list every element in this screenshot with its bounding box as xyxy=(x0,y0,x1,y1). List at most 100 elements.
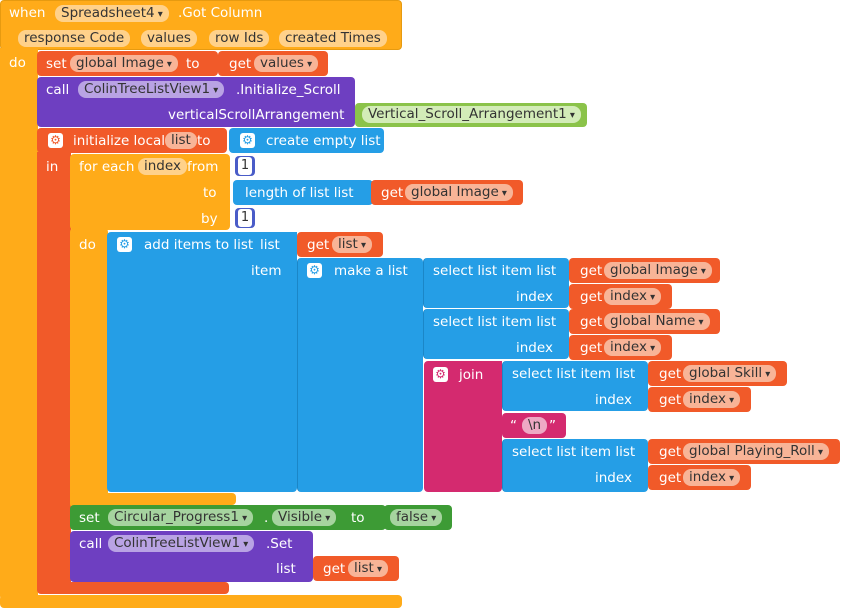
global-image-dropdown[interactable]: global Image xyxy=(604,262,712,279)
global-name-dropdown[interactable]: global Name xyxy=(604,313,710,330)
listview-component-dropdown[interactable]: ColinTreeListView1 xyxy=(108,535,255,552)
make-list-gear-icon[interactable]: ⚙ xyxy=(307,263,322,278)
param-created-times[interactable]: created Times xyxy=(279,30,387,47)
get-label: get xyxy=(580,314,603,330)
index-label: index xyxy=(595,470,632,486)
call-label: call xyxy=(79,536,103,552)
get-label: get xyxy=(307,237,330,253)
set-label: set xyxy=(79,510,100,526)
global-playing-roll-dropdown[interactable]: global Playing_Roll xyxy=(683,443,829,460)
list-var-dropdown[interactable]: list xyxy=(348,560,389,577)
event-do-label: do xyxy=(9,55,26,71)
param-values[interactable]: values xyxy=(141,30,197,47)
by-number[interactable]: 1 xyxy=(238,209,252,227)
get-label: get xyxy=(659,470,682,486)
global-image-dropdown[interactable]: global Image xyxy=(405,184,513,201)
for-to-label: to xyxy=(203,185,217,201)
set-method-label: .Set xyxy=(266,536,293,552)
select-list-item-block[interactable] xyxy=(423,258,569,308)
by-label: by xyxy=(201,211,218,227)
join-label: join xyxy=(459,367,484,383)
in-label: in xyxy=(46,159,59,175)
index-var-dropdown[interactable]: index xyxy=(604,288,662,305)
from-number[interactable]: 1 xyxy=(238,157,252,175)
false-dropdown[interactable]: false xyxy=(390,509,443,526)
local-list-name-field[interactable]: list xyxy=(165,132,197,149)
from-label: from xyxy=(187,159,219,175)
visible-property-dropdown[interactable]: Visible xyxy=(272,509,337,526)
select-list-item-block[interactable] xyxy=(502,439,648,492)
values-var-dropdown[interactable]: values xyxy=(254,55,319,72)
join-block[interactable] xyxy=(424,361,502,492)
get-label: get xyxy=(659,444,682,460)
get-label: get xyxy=(659,392,682,408)
circular-progress-dropdown[interactable]: Circular_Progress1 xyxy=(108,509,254,526)
add-items-to-list-block[interactable] xyxy=(107,232,297,492)
select-list-item-label: select list item list xyxy=(512,366,636,382)
get-label: get xyxy=(659,366,682,382)
event-name-label: .Got Column xyxy=(178,5,263,21)
param-response-code[interactable]: response Code xyxy=(18,30,131,47)
set-label: set xyxy=(46,56,67,72)
spreadsheet-component-dropdown[interactable]: Spreadsheet4 xyxy=(55,5,169,22)
to-label: to xyxy=(186,56,200,72)
create-list-gear-icon[interactable]: ⚙ xyxy=(240,133,255,148)
close-quote: ” xyxy=(549,418,556,434)
select-list-item-label: select list item list xyxy=(512,444,636,460)
make-a-list-block[interactable] xyxy=(297,258,423,492)
initialize-local-body xyxy=(37,152,71,590)
index-label: index xyxy=(516,289,553,305)
param-row-ids[interactable]: row Ids xyxy=(209,30,270,47)
get-label: get xyxy=(323,561,346,577)
create-empty-list-label: create empty list xyxy=(266,133,381,149)
get-label: get xyxy=(580,263,603,279)
join-gear-icon[interactable]: ⚙ xyxy=(433,367,448,382)
length-of-list-block[interactable] xyxy=(233,180,373,205)
index-label: index xyxy=(516,340,553,356)
for-do-label: do xyxy=(79,237,96,253)
event-bottom-bar xyxy=(0,595,402,608)
for-each-label: for each xyxy=(79,159,135,175)
global-skill-dropdown[interactable]: global Skill xyxy=(683,365,777,382)
get-label: get xyxy=(580,340,603,356)
by-number-block[interactable]: 1 xyxy=(235,208,255,228)
index-var-dropdown[interactable]: index xyxy=(683,469,741,486)
set-list-label: list xyxy=(276,561,296,577)
add-items-label: add items to list xyxy=(144,237,254,253)
index-var-dropdown[interactable]: index xyxy=(683,391,741,408)
method-label: .Initialize_Scroll xyxy=(236,82,341,98)
listview-component-dropdown[interactable]: ColinTreeListView1 xyxy=(78,81,225,98)
for-each-bottom xyxy=(70,493,236,505)
select-list-item-block[interactable] xyxy=(502,361,648,411)
mutator-gear-icon[interactable]: ⚙ xyxy=(48,133,63,148)
for-each-left-bar xyxy=(70,228,108,508)
from-number-block[interactable]: 1 xyxy=(235,156,255,176)
index-label: index xyxy=(595,392,632,408)
make-a-list-label: make a list xyxy=(334,263,408,279)
when-label: when xyxy=(9,5,46,21)
get-label: get xyxy=(580,289,603,305)
select-list-item-label: select list item list xyxy=(433,263,557,279)
add-list-label: list xyxy=(260,237,280,253)
visible-to-label: to xyxy=(351,510,365,526)
open-quote: “ xyxy=(510,418,517,434)
get-label: get xyxy=(229,56,252,72)
length-of-list-label: length of list list xyxy=(245,185,354,201)
init-to-label: to xyxy=(197,133,211,149)
vertical-scroll-param-label: verticalScrollArrangement xyxy=(168,107,345,123)
dot-label: . xyxy=(264,510,269,526)
vertical-scroll-arrangement-dropdown[interactable]: Vertical_Scroll_Arrangement1 xyxy=(362,106,581,123)
add-items-gear-icon[interactable]: ⚙ xyxy=(117,237,132,252)
call-label: call xyxy=(46,82,70,98)
index-var-dropdown[interactable]: index xyxy=(604,339,662,356)
item-label: item xyxy=(251,263,282,279)
select-list-item-label: select list item list xyxy=(433,314,557,330)
newline-text-field[interactable]: \n xyxy=(522,417,548,434)
index-var-field[interactable]: index xyxy=(138,158,187,175)
global-image-dropdown[interactable]: global Image xyxy=(70,55,178,72)
list-var-dropdown[interactable]: list xyxy=(332,236,373,253)
event-left-bar xyxy=(0,48,38,600)
select-list-item-block[interactable] xyxy=(423,309,569,359)
get-label: get xyxy=(381,185,404,201)
initialize-local-label: initialize local xyxy=(73,133,166,149)
